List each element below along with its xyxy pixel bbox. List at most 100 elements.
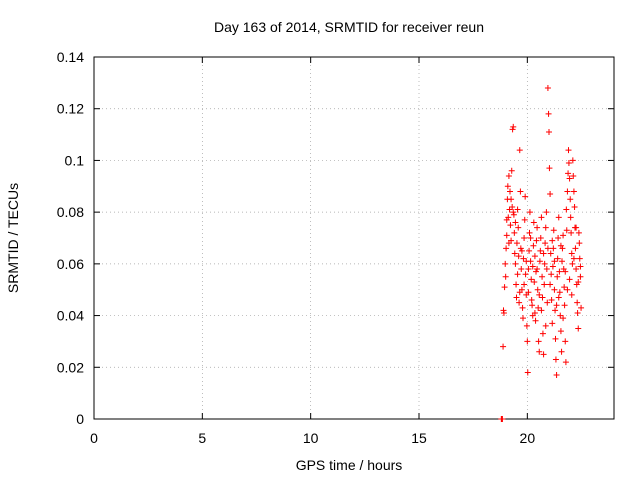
data-point	[561, 302, 568, 309]
data-point	[526, 209, 533, 216]
data-point	[568, 291, 575, 298]
data-point	[515, 253, 522, 260]
data-point	[575, 325, 582, 332]
data-point	[572, 245, 579, 252]
data-point	[529, 312, 536, 319]
data-point	[557, 312, 564, 319]
data-point	[543, 209, 550, 216]
y-tick-label: 0.08	[57, 204, 84, 220]
data-point	[512, 260, 519, 267]
data-point	[566, 175, 573, 182]
data-point	[536, 258, 543, 265]
data-point	[573, 266, 580, 273]
data-point	[505, 240, 512, 247]
data-point	[565, 160, 572, 167]
data-point	[551, 286, 558, 293]
data-point	[509, 203, 516, 210]
data-point	[551, 258, 558, 265]
data-point	[542, 240, 549, 247]
data-point	[565, 147, 572, 154]
data-point	[573, 224, 580, 231]
data-point	[543, 266, 550, 273]
data-point	[522, 193, 529, 200]
data-point	[568, 250, 575, 257]
data-point	[532, 317, 539, 324]
data-point	[501, 284, 508, 291]
data-point	[535, 338, 542, 345]
data-point	[535, 304, 542, 311]
data-point	[553, 302, 560, 309]
data-point	[508, 167, 515, 174]
data-point	[571, 203, 578, 210]
data-point	[536, 291, 543, 298]
data-point	[541, 260, 548, 267]
data-point	[570, 188, 577, 195]
data-point	[533, 237, 540, 244]
data-point	[505, 172, 512, 179]
data-point	[567, 214, 574, 221]
y-axis-label: SRMTID / TECUs	[5, 183, 21, 293]
data-point	[513, 281, 520, 288]
data-point	[500, 343, 507, 350]
data-point	[545, 110, 552, 117]
data-point	[555, 214, 562, 221]
data-point	[508, 196, 515, 203]
data-point	[500, 309, 507, 316]
data-point	[529, 302, 536, 309]
data-point	[539, 273, 546, 280]
data-point	[513, 240, 520, 247]
y-tick-label: 0.04	[57, 308, 84, 324]
data-point	[515, 224, 522, 231]
data-point	[520, 255, 527, 262]
data-point	[544, 85, 551, 92]
data-point	[537, 235, 544, 241]
data-point	[534, 286, 541, 293]
data-point	[555, 294, 562, 301]
data-point	[507, 188, 513, 195]
data-point	[564, 286, 571, 293]
data-point	[540, 250, 547, 257]
data-point	[511, 229, 518, 236]
data-point	[507, 222, 514, 229]
data-point	[570, 172, 577, 179]
data-point	[524, 369, 531, 376]
data-point	[534, 224, 541, 231]
data-point	[548, 297, 555, 304]
data-point	[530, 219, 537, 226]
data-point	[502, 273, 509, 280]
data-point	[553, 372, 560, 379]
data-point	[533, 268, 539, 275]
data-point	[509, 126, 516, 133]
data-point	[542, 322, 549, 329]
data-point	[526, 229, 533, 236]
data-point	[548, 271, 555, 278]
data-point	[520, 315, 526, 322]
y-tick-label: 0	[76, 411, 84, 427]
data-point	[519, 304, 526, 311]
data-point	[563, 206, 570, 213]
data-point	[552, 356, 559, 363]
data-point	[569, 260, 576, 267]
data-point	[517, 245, 524, 252]
data-point	[552, 307, 559, 314]
data-point	[569, 157, 576, 164]
data-point	[560, 315, 567, 322]
data-point	[503, 232, 510, 239]
data-points	[498, 85, 585, 422]
data-point	[528, 276, 535, 283]
data-point	[550, 245, 557, 252]
y-tick-label: 0.12	[57, 101, 84, 117]
data-point	[521, 216, 528, 223]
data-point	[547, 191, 554, 198]
data-point	[525, 266, 532, 273]
y-tick-label: 0.1	[65, 152, 85, 168]
x-tick-label: 10	[303, 430, 319, 446]
data-point	[549, 237, 556, 244]
chart-title: Day 163 of 2014, SRMTID for receiver reu…	[214, 19, 484, 35]
data-point	[537, 247, 544, 254]
data-point	[521, 281, 528, 288]
data-point	[546, 128, 552, 135]
data-point	[521, 235, 528, 241]
data-point	[577, 273, 584, 280]
data-point	[562, 338, 569, 345]
